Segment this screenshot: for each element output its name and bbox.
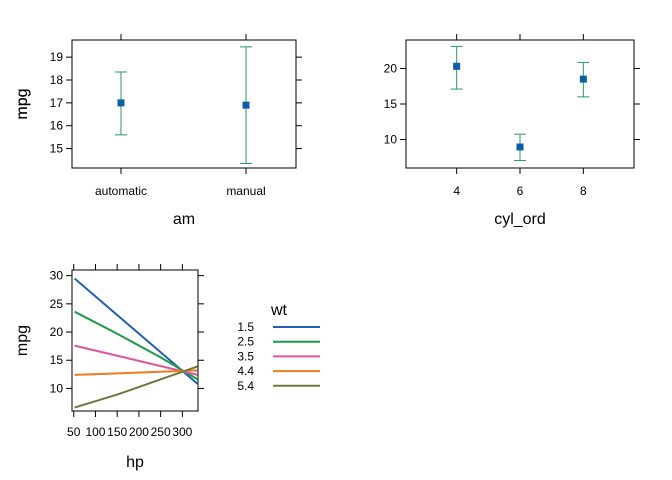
- y-tick-label: 20: [50, 325, 64, 339]
- y-tick-label: 20: [384, 61, 398, 75]
- x-axis-label: am: [173, 211, 195, 228]
- y-axis-label: mpg: [14, 88, 31, 119]
- y-tick-label: 18: [50, 73, 64, 87]
- y-tick-label: 30: [50, 269, 64, 283]
- y-tick-label: 10: [50, 381, 64, 395]
- data-point: [117, 99, 125, 107]
- plot-frame: [71, 269, 199, 412]
- legend-title: wt: [270, 302, 288, 319]
- data-point: [242, 101, 250, 109]
- y-tick-label: 15: [384, 97, 398, 111]
- data-point: [516, 143, 524, 151]
- x-tick-label: manual: [226, 184, 265, 198]
- chart-hp: 10 15 20 25 30 mpg hp 50 100 150 200 250 300: [14, 264, 204, 471]
- y-tick-label: 17: [50, 96, 64, 110]
- data-point: [453, 62, 461, 70]
- y-tick-label: 25: [50, 297, 64, 311]
- x-tick-label: 250: [151, 425, 171, 439]
- x-tick-label: 50: [67, 425, 81, 439]
- series-line-wt-5.4: [74, 365, 198, 409]
- x-tick-label: automatic: [95, 184, 147, 198]
- y-axis-label: mpg: [14, 88, 31, 119]
- x-tick-label: 150: [107, 425, 127, 439]
- x-tick-label: 6: [517, 184, 524, 198]
- x-axis-label: cyl_ord: [494, 211, 546, 228]
- legend: wt 1.52.53.54.45.4: [237, 302, 320, 393]
- legend-item-label: 3.5: [237, 349, 254, 363]
- y-axis-label: mpg: [14, 325, 31, 356]
- x-tick-label: 8: [580, 184, 587, 198]
- series-line-wt-3.5: [74, 344, 198, 376]
- y-tick-label: 15: [50, 142, 64, 156]
- x-tick-label: 200: [129, 425, 149, 439]
- y-tick-label: 15: [50, 353, 64, 367]
- data-point: [579, 75, 587, 83]
- series-line-wt-2.5: [74, 310, 199, 381]
- legend-item-label: 4.4: [237, 364, 254, 378]
- y-tick-label: 19: [50, 50, 64, 64]
- chart-cyl-ord: 10 15 20 mpg cyl_ord 4 6 8: [14, 34, 640, 228]
- y-tick-label: 16: [50, 119, 64, 133]
- legend-item-label: 2.5: [237, 335, 254, 349]
- legend-item-label: 5.4: [237, 379, 254, 393]
- x-axis-label: hp: [126, 454, 144, 471]
- series-line-wt-4.4: [74, 369, 198, 376]
- plot-frame: [71, 39, 297, 169]
- x-tick-label: 100: [85, 425, 105, 439]
- x-tick-label: 4: [453, 184, 460, 198]
- chart-am: 15 16 17 18 19 mpg am automatic manual: [14, 34, 302, 228]
- y-tick-label: 10: [384, 133, 398, 147]
- legend-item-label: 1.5: [237, 320, 254, 334]
- x-tick-label: 300: [172, 425, 192, 439]
